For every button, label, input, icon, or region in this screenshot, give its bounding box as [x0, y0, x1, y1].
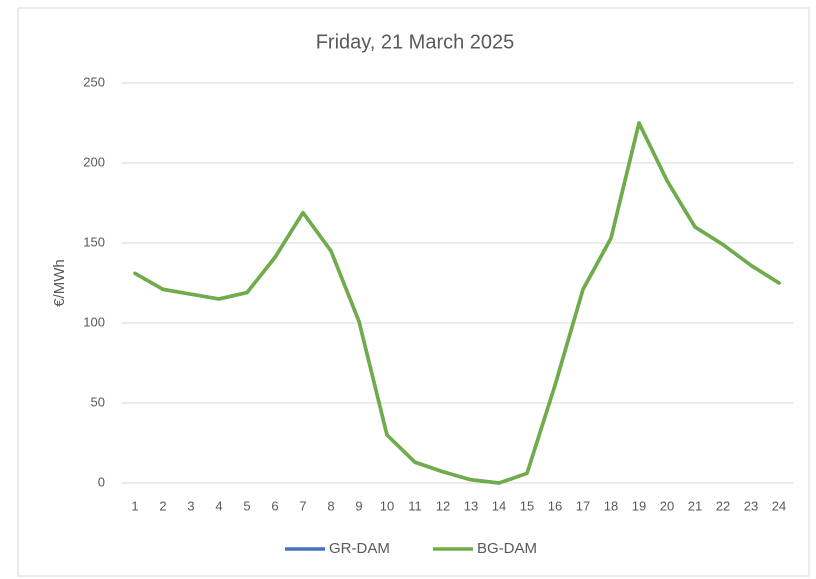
y-tick-label: 0 [98, 474, 105, 489]
x-tick-label: 9 [355, 498, 362, 513]
x-tick-label: 20 [660, 498, 674, 513]
y-tick-label: 50 [91, 394, 105, 409]
x-tick-label: 18 [604, 498, 618, 513]
y-tick-label: 200 [83, 154, 105, 169]
x-tick-label: 23 [744, 498, 758, 513]
chart-title: Friday, 21 March 2025 [316, 31, 515, 53]
series-line [133, 121, 781, 485]
x-tick-label: 10 [380, 498, 394, 513]
legend-label: BG-DAM [477, 540, 537, 557]
x-tick-label: 24 [772, 498, 786, 513]
x-tick-label: 19 [632, 498, 646, 513]
x-tick-label: 22 [716, 498, 730, 513]
x-tick-label: 6 [271, 498, 278, 513]
y-tick-label: 100 [83, 314, 105, 329]
y-tick-label: 250 [83, 74, 105, 89]
x-tick-label: 13 [464, 498, 478, 513]
chart-frame [17, 7, 810, 577]
x-tick-label: 2 [159, 498, 166, 513]
legend-label: GR-DAM [329, 540, 390, 557]
x-tick-label: 15 [520, 498, 534, 513]
x-tick-label: 7 [299, 498, 306, 513]
x-tick-label: 8 [327, 498, 334, 513]
x-tick-label: 12 [436, 498, 450, 513]
x-tick-label: 17 [576, 498, 590, 513]
x-tick-label: 16 [548, 498, 562, 513]
x-tick-label: 3 [187, 498, 194, 513]
x-tick-label: 1 [131, 498, 138, 513]
x-tick-label: 4 [215, 498, 222, 513]
y-axis-label: €/MWh [51, 259, 68, 307]
x-tick-label: 14 [492, 498, 506, 513]
x-tick-label: 21 [688, 498, 702, 513]
y-tick-label: 150 [83, 234, 105, 249]
x-tick-label: 11 [408, 498, 422, 513]
x-tick-label: 5 [243, 498, 250, 513]
